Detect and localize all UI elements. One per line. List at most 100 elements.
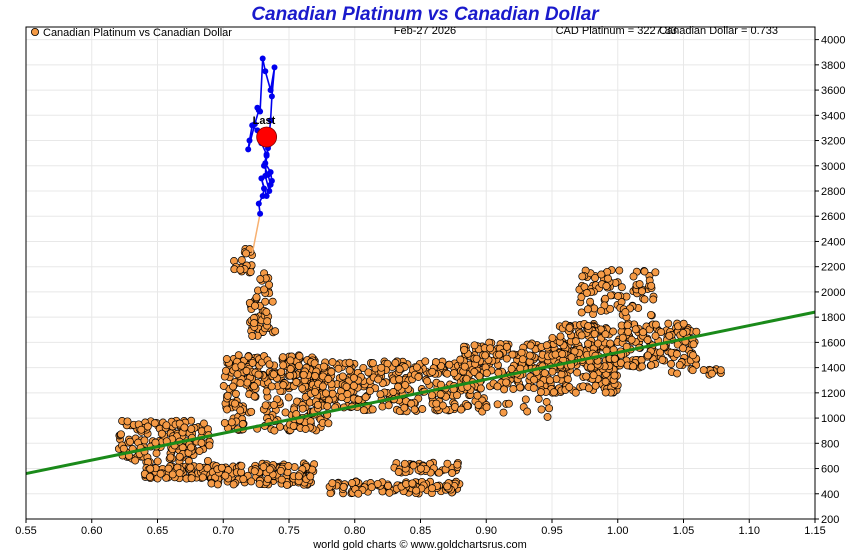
history-point: [231, 389, 240, 398]
history-point: [672, 350, 681, 358]
history-point: [665, 331, 674, 340]
x-tick-label: 0.55: [15, 525, 36, 537]
history-point: [470, 367, 479, 376]
history-point: [400, 459, 409, 468]
history-point: [244, 352, 253, 361]
history-point: [324, 375, 333, 383]
history-point: [474, 400, 483, 409]
history-point: [222, 355, 231, 363]
history-point: [389, 388, 398, 396]
recent-point: [259, 55, 266, 62]
history-point: [366, 386, 374, 395]
history-point: [502, 342, 511, 351]
history-point: [546, 376, 554, 385]
history-point: [143, 422, 152, 431]
history-point: [623, 321, 632, 330]
history-point: [123, 417, 132, 426]
history-point: [460, 345, 469, 354]
history-point: [221, 471, 230, 480]
history-point: [476, 384, 485, 393]
history-point: [265, 280, 274, 289]
recent-point: [261, 185, 267, 192]
history-point: [502, 354, 511, 363]
history-point: [277, 475, 286, 484]
history-point: [359, 406, 368, 415]
history-point: [525, 351, 534, 360]
history-point: [289, 421, 298, 430]
history-point: [647, 361, 656, 370]
history-point: [349, 381, 358, 390]
history-point: [460, 362, 469, 371]
history-point: [486, 344, 495, 353]
history-point: [640, 295, 649, 304]
history-point: [463, 401, 472, 410]
history-point: [707, 369, 716, 378]
history-point: [126, 437, 134, 446]
history-point: [591, 381, 600, 390]
last-label: Last: [253, 115, 276, 127]
y-tick-label: 1600: [821, 337, 845, 349]
y-tick-label: 1000: [821, 413, 845, 425]
y-tick-label: 3800: [821, 60, 845, 72]
history-point: [349, 373, 358, 382]
history-point: [428, 367, 437, 376]
history-point: [521, 395, 530, 404]
history-point: [152, 449, 161, 458]
history-point: [651, 331, 660, 340]
history-point: [236, 265, 245, 274]
history-point: [236, 379, 245, 388]
recent-point: [266, 188, 273, 194]
history-point: [548, 333, 557, 342]
history-point: [150, 419, 159, 428]
history-point: [198, 473, 207, 482]
history-point: [601, 294, 610, 303]
history-point: [203, 464, 212, 473]
history-point: [421, 357, 430, 366]
history-point: [692, 327, 701, 336]
history-point: [565, 323, 574, 332]
history-point: [688, 366, 697, 375]
history-point: [328, 479, 337, 488]
history-point: [269, 370, 278, 379]
history-point: [582, 289, 591, 297]
history-point: [507, 365, 516, 373]
history-point: [482, 369, 491, 378]
history-point: [523, 407, 532, 416]
history-point: [443, 369, 452, 378]
history-point: [627, 335, 636, 344]
history-point: [146, 464, 155, 473]
history-point: [443, 482, 452, 491]
history-point: [271, 327, 280, 336]
history-point: [618, 333, 627, 342]
history-point: [675, 360, 684, 369]
history-point: [594, 339, 602, 348]
history-point: [582, 372, 591, 381]
last-point-layer: Last: [253, 115, 278, 148]
history-point: [563, 375, 572, 384]
history-point: [377, 363, 386, 372]
history-point: [558, 350, 567, 358]
history-point: [263, 475, 272, 483]
x-tick-label: 0.95: [541, 525, 562, 537]
history-point: [614, 292, 622, 301]
history-point: [587, 363, 595, 372]
history-point: [343, 390, 352, 399]
history-point: [649, 295, 658, 304]
history-point: [517, 348, 526, 357]
recent-point: [257, 108, 264, 115]
history-point: [401, 381, 410, 389]
history-point: [378, 402, 387, 411]
x-tick-label: 0.85: [410, 525, 431, 537]
history-point: [263, 317, 272, 326]
recent-point: [262, 172, 269, 179]
history-point: [207, 479, 216, 488]
history-point: [334, 364, 343, 373]
history-point: [278, 353, 287, 362]
y-tick-label: 1200: [821, 388, 845, 400]
history-point: [540, 369, 549, 378]
history-point: [186, 463, 195, 472]
history-point: [450, 369, 459, 378]
history-point: [416, 464, 425, 473]
legend-marker: [30, 27, 39, 36]
history-point: [629, 272, 638, 281]
